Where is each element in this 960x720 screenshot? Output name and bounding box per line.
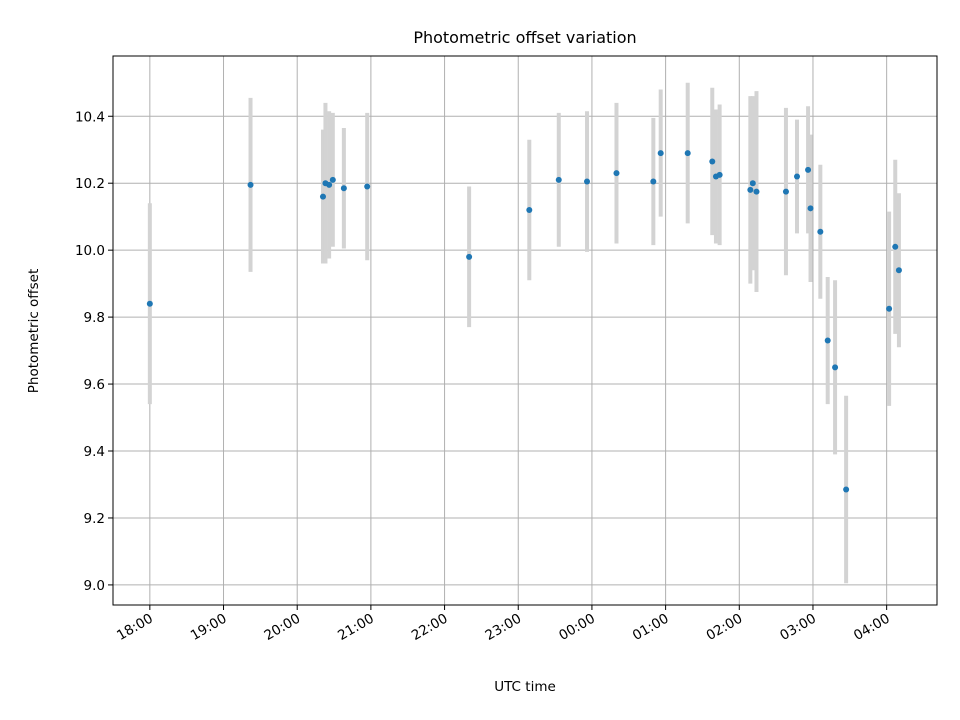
- data-point: [146, 300, 153, 307]
- data-point: [329, 176, 336, 183]
- data-point: [584, 178, 591, 185]
- data-points: [146, 150, 902, 493]
- y-tick-label: 9.8: [84, 310, 105, 326]
- data-point: [326, 181, 333, 188]
- data-point: [466, 253, 473, 260]
- y-axis-label: Photometric offset: [26, 269, 42, 393]
- data-point: [824, 337, 831, 344]
- data-point: [843, 486, 850, 493]
- data-point: [364, 183, 371, 190]
- y-tick-label: 9.6: [84, 377, 105, 393]
- data-point: [886, 305, 893, 312]
- data-point: [684, 150, 691, 157]
- data-point: [319, 193, 326, 200]
- chart-title: Photometric offset variation: [413, 28, 636, 47]
- y-tick-label: 10.0: [75, 243, 105, 259]
- data-point: [794, 173, 801, 180]
- data-point: [782, 188, 789, 195]
- grid: [113, 56, 937, 605]
- data-point: [832, 364, 839, 371]
- data-point: [753, 188, 760, 195]
- data-point: [650, 178, 657, 185]
- data-point: [716, 171, 723, 178]
- data-point: [749, 180, 756, 187]
- data-point: [747, 186, 754, 193]
- data-point: [555, 176, 562, 183]
- data-point: [526, 206, 533, 213]
- data-point: [657, 150, 664, 157]
- y-tick-label: 10.2: [75, 176, 105, 192]
- data-point: [805, 166, 812, 173]
- x-axis-label: UTC time: [494, 679, 556, 695]
- data-point: [613, 170, 620, 177]
- y-axis: 9.0 9.2 9.4 9.6 9.8 10.0 10.2 10.4: [75, 109, 113, 594]
- data-point: [892, 243, 899, 250]
- data-point: [247, 181, 254, 188]
- y-tick-label: 9.2: [84, 511, 105, 527]
- data-point: [340, 185, 347, 192]
- data-point: [709, 158, 716, 165]
- plot-frame: [112, 55, 938, 606]
- data-point: [817, 228, 824, 235]
- y-tick-label: 10.4: [75, 109, 105, 125]
- y-tick-label: 9.4: [84, 444, 105, 460]
- y-tick-label: 9.0: [84, 578, 105, 594]
- data-point: [807, 205, 814, 212]
- data-point: [895, 267, 902, 274]
